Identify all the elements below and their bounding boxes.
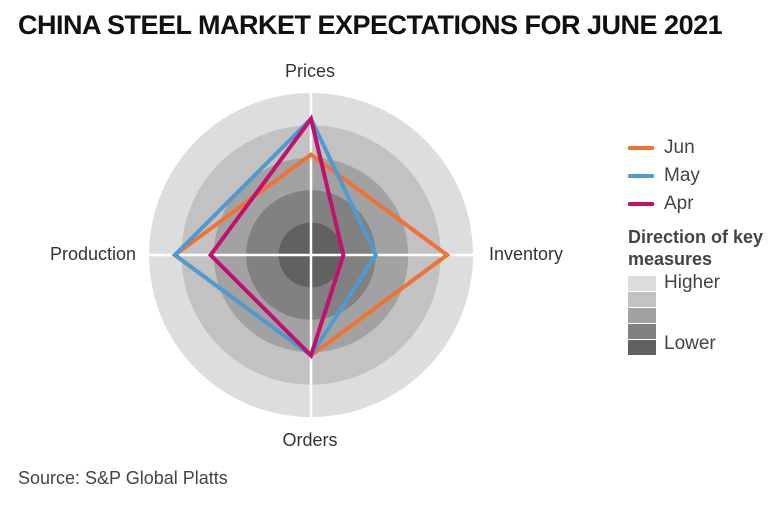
legend-label-jun: Jun <box>664 137 695 158</box>
legend-swatch-apr <box>628 202 654 206</box>
legend-item-jun: Jun <box>628 134 773 162</box>
radar-chart: Prices Inventory Orders Production <box>50 61 563 450</box>
legend-swatch-jun <box>628 146 654 150</box>
scale-box-3 <box>628 308 656 323</box>
scale-label-higher: Higher <box>664 272 720 293</box>
axis-label-inventory: Inventory <box>489 244 563 264</box>
axis-label-prices: Prices <box>285 61 335 81</box>
source-note: Source: S&P Global Platts <box>18 468 228 488</box>
legend-scale-title: Direction of key measures <box>628 227 764 269</box>
radar-axes <box>139 83 483 427</box>
scale-label-lower: Lower <box>664 333 716 354</box>
scale-box-1 <box>628 276 656 291</box>
axis-label-orders: Orders <box>282 430 337 450</box>
legend-scale: Higher Lower <box>628 272 773 356</box>
legend-label-may: May <box>664 165 700 186</box>
scale-box-4 <box>628 324 656 339</box>
radar-series <box>171 114 451 360</box>
legend-swatch-may <box>628 174 654 178</box>
legend: Jun May Apr Direction of key measures Hi… <box>628 134 773 356</box>
legend-label-apr: Apr <box>664 193 694 214</box>
scale-box-2 <box>628 292 656 307</box>
scale-box-5 <box>628 340 656 355</box>
axis-label-production: Production <box>50 244 136 264</box>
legend-item-apr: Apr <box>628 190 773 218</box>
series-apr <box>207 114 346 360</box>
chart-title: CHINA STEEL MARKET EXPECTATIONS FOR JUNE… <box>18 10 723 40</box>
legend-item-may: May <box>628 162 773 190</box>
